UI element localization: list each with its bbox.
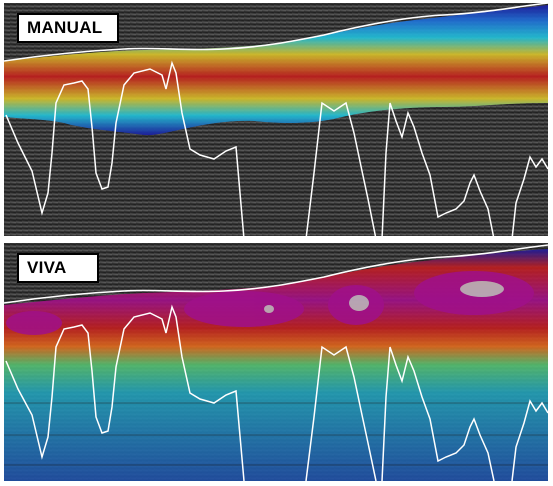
well-log-curve-viva-4: [511, 399, 548, 481]
high-anomaly-zones: [6, 271, 534, 335]
well-log-curve-manual-4: [511, 155, 548, 236]
attribute-volume-viva: [4, 249, 548, 481]
horizon-line-viva: [4, 244, 548, 304]
panel-label-manual: MANUAL: [17, 13, 119, 43]
horizon-line-manual: [4, 3, 548, 62]
well-log-curve-viva-3: [381, 346, 495, 481]
panel-label-viva: VIVA: [17, 253, 99, 283]
well-log-curve-viva-2: [305, 345, 377, 481]
seismic-section-manual: [4, 3, 548, 236]
panel-manual: MANUAL: [4, 3, 548, 236]
well-log-curve-manual-2: [305, 101, 377, 236]
attribute-band-manual: [4, 5, 548, 136]
well-log-curve-manual: [5, 60, 245, 236]
panel-viva: VIVA: [4, 243, 548, 481]
well-log-curve-viva: [5, 304, 245, 481]
well-log-curve-manual-3: [381, 102, 495, 236]
